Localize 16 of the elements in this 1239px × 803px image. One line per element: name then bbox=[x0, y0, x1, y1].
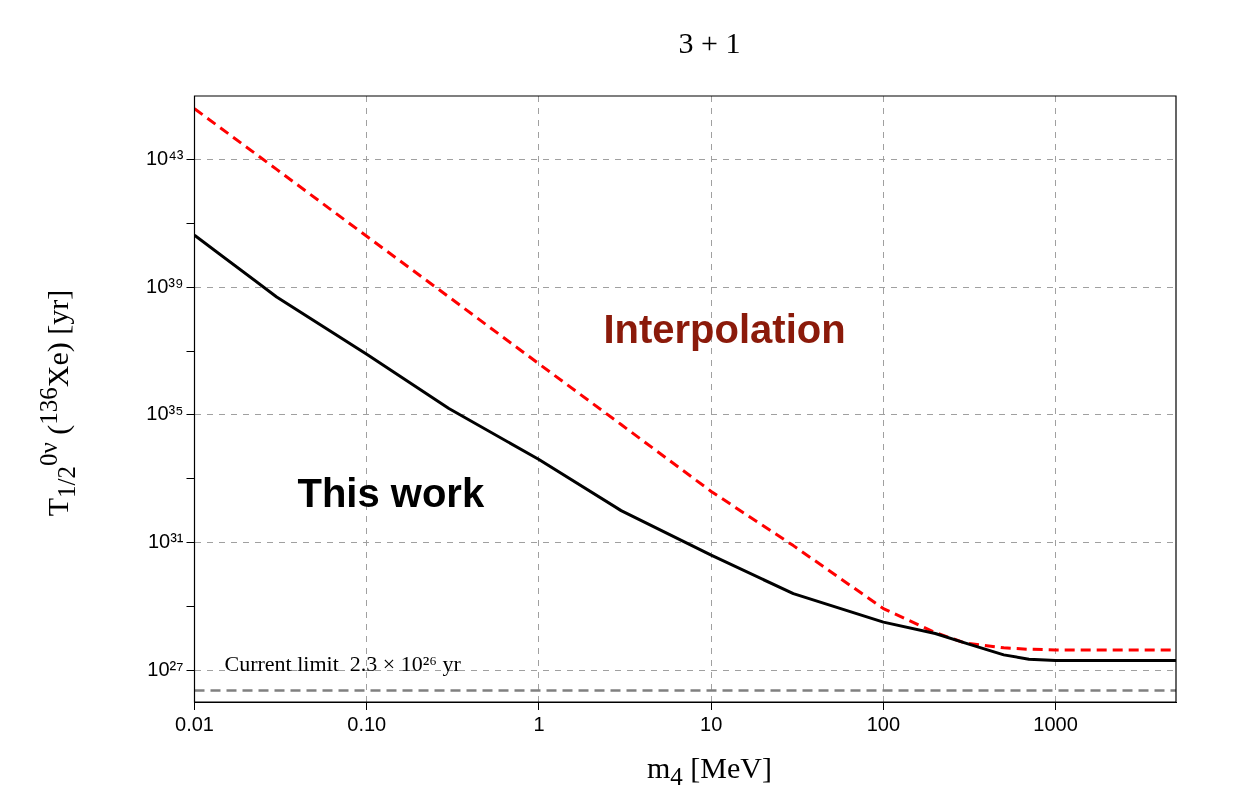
ref-line-label: Current limit 2.3 × 10²⁶ yr bbox=[224, 651, 462, 677]
y-tick-label: 10³⁹ bbox=[146, 274, 184, 297]
y-tick-label: 10³¹ bbox=[147, 530, 184, 553]
annotation: This work bbox=[297, 470, 485, 515]
y-tick-label: 10²⁷ bbox=[147, 657, 184, 680]
x-tick-label: 100 bbox=[866, 712, 901, 735]
annotation: Interpolation bbox=[603, 307, 846, 352]
x-tick-label: 0.01 bbox=[175, 712, 214, 735]
x-tick-label: 1 bbox=[533, 712, 545, 735]
x-tick-label: 10 bbox=[700, 712, 723, 735]
chart-title: 3 + 1 bbox=[677, 26, 742, 60]
x-tick-label: 1000 bbox=[1033, 712, 1078, 735]
y-tick-label: 10⁴³ bbox=[146, 147, 184, 170]
x-axis-title: m$_{4}$ [MeV] bbox=[646, 751, 773, 791]
x-tick-label: 0.10 bbox=[347, 712, 387, 735]
y-tick-label: 10³⁵ bbox=[146, 402, 184, 425]
